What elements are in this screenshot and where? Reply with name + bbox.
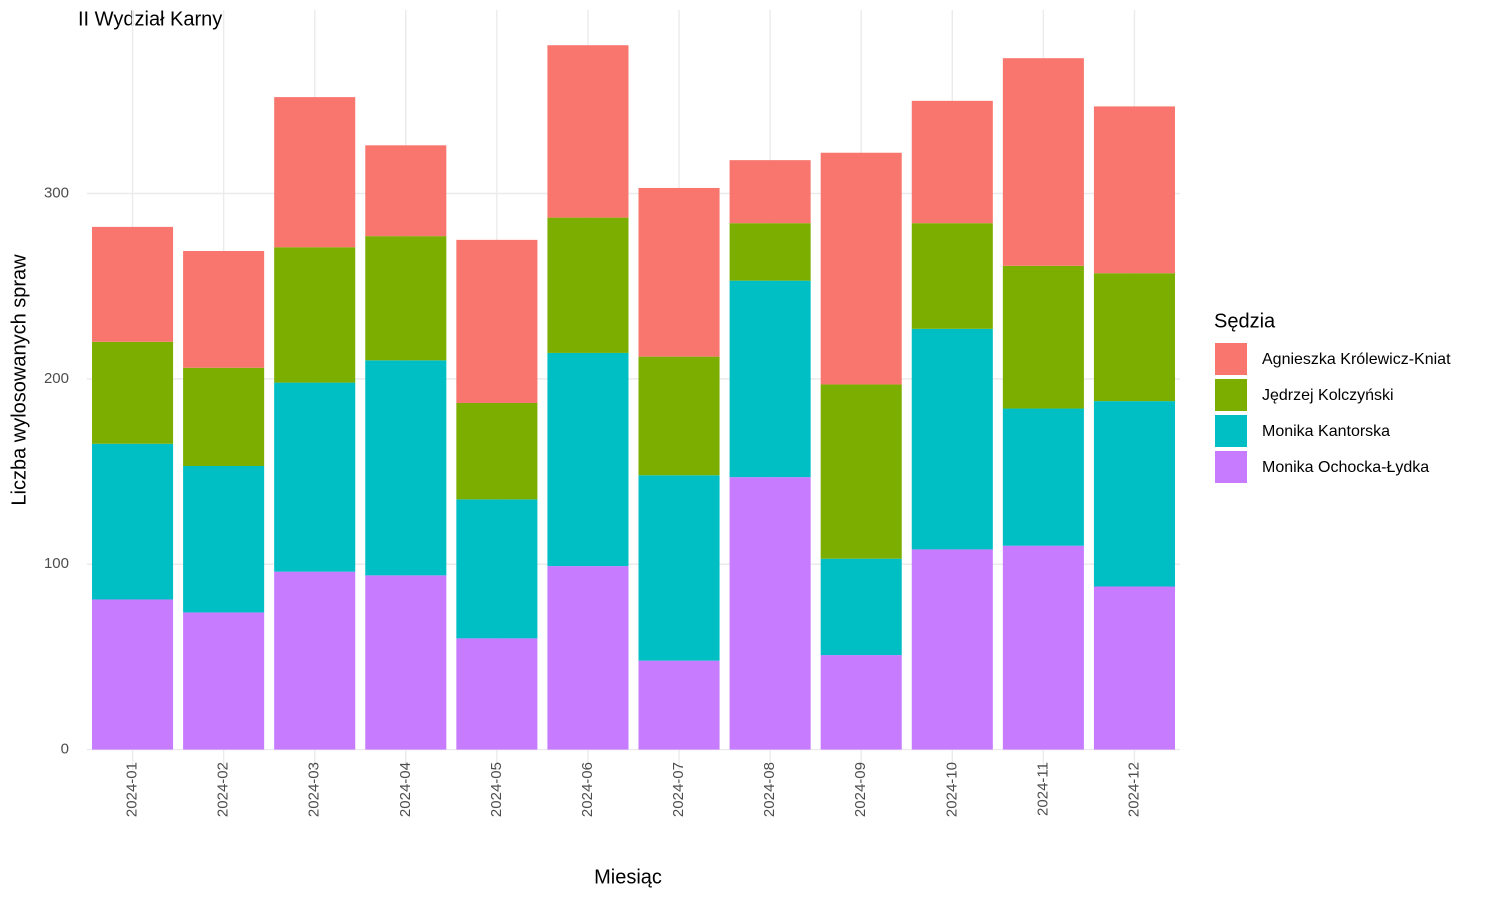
legend-title: Sędzia	[1214, 310, 1276, 332]
x-tick-label: 2024-01	[124, 762, 141, 817]
bar-segment	[365, 236, 447, 361]
legend-label: Monika Ochocka-Łydka	[1262, 459, 1429, 476]
bar-segment	[1002, 58, 1084, 266]
bar-segment	[456, 499, 538, 639]
bar-segment	[638, 660, 720, 750]
y-tick-label: 300	[44, 184, 69, 201]
bar-segment	[1002, 545, 1084, 750]
bar-segment	[274, 382, 356, 572]
x-tick-label: 2024-12	[1125, 762, 1142, 817]
x-tick-label: 2024-02	[215, 762, 232, 817]
bar-segment	[183, 367, 265, 466]
bar-segment	[183, 466, 265, 613]
bar-segment	[456, 638, 538, 750]
x-tick-label: 2024-06	[579, 762, 596, 817]
legend-label: Jędrzej Kolczyński	[1262, 387, 1394, 404]
legend-key	[1215, 451, 1247, 483]
legend-key	[1215, 415, 1247, 447]
bar-segment	[638, 187, 720, 357]
legend-label: Agnieszka Królewicz-Kniat	[1262, 351, 1451, 368]
bar-segment	[820, 558, 902, 656]
x-tick-label: 2024-07	[670, 762, 687, 817]
bar-segment	[820, 152, 902, 385]
bar-segment	[92, 443, 174, 600]
bar-segment	[729, 280, 811, 478]
bar-segment	[820, 655, 902, 750]
x-tick-label: 2024-03	[306, 762, 323, 817]
bar-segment	[456, 239, 538, 403]
bar-segment	[456, 402, 538, 500]
bar-segment	[911, 328, 993, 550]
x-tick-label: 2024-11	[1034, 762, 1051, 816]
bar-segment	[92, 599, 174, 750]
bar-segment	[638, 475, 720, 661]
bar-segment	[365, 145, 447, 237]
x-tick-label: 2024-10	[943, 762, 960, 817]
bar-segment	[729, 223, 811, 281]
bar-segment	[1002, 265, 1084, 409]
bar-segment	[183, 250, 265, 368]
x-axis-label: Miesiąc	[594, 866, 662, 888]
bar-segment	[820, 384, 902, 559]
bar-segment	[911, 549, 993, 750]
bar-segment	[547, 45, 629, 218]
chart-title: II Wydział Karny	[78, 8, 222, 30]
bar-segment	[729, 477, 811, 750]
bar-segment	[92, 226, 174, 342]
bar-segment	[92, 341, 174, 444]
bar-segment	[274, 247, 356, 383]
bar-segment	[547, 566, 629, 750]
bar-segment	[547, 217, 629, 353]
legend-key	[1215, 379, 1247, 411]
x-tick-label: 2024-08	[761, 762, 778, 817]
bar-segment	[1093, 586, 1175, 750]
bar-segment	[1093, 401, 1175, 587]
bar-segment	[365, 360, 447, 576]
legend-key	[1215, 343, 1247, 375]
bar-segment	[638, 356, 720, 476]
y-axis-label: Liczba wylosowanych spraw	[8, 254, 30, 506]
legend-label: Monika Kantorska	[1262, 423, 1390, 440]
bar-segment	[547, 352, 629, 567]
x-tick-label: 2024-09	[852, 762, 869, 817]
bar-segment	[911, 223, 993, 329]
bar-segment	[183, 612, 265, 750]
bar-segment	[729, 160, 811, 224]
bar-segment	[1093, 273, 1175, 402]
y-tick-label: 100	[44, 555, 69, 572]
bar-segment	[1093, 106, 1175, 274]
x-tick-label: 2024-05	[488, 762, 505, 817]
bar-segment	[365, 575, 447, 750]
bar-segment	[274, 571, 356, 750]
y-tick-label: 200	[44, 370, 69, 387]
bar-segment	[911, 100, 993, 224]
y-tick-label: 0	[61, 741, 69, 758]
bar-segment	[1002, 408, 1084, 546]
x-tick-label: 2024-04	[397, 762, 414, 817]
bar-segment	[274, 97, 356, 248]
